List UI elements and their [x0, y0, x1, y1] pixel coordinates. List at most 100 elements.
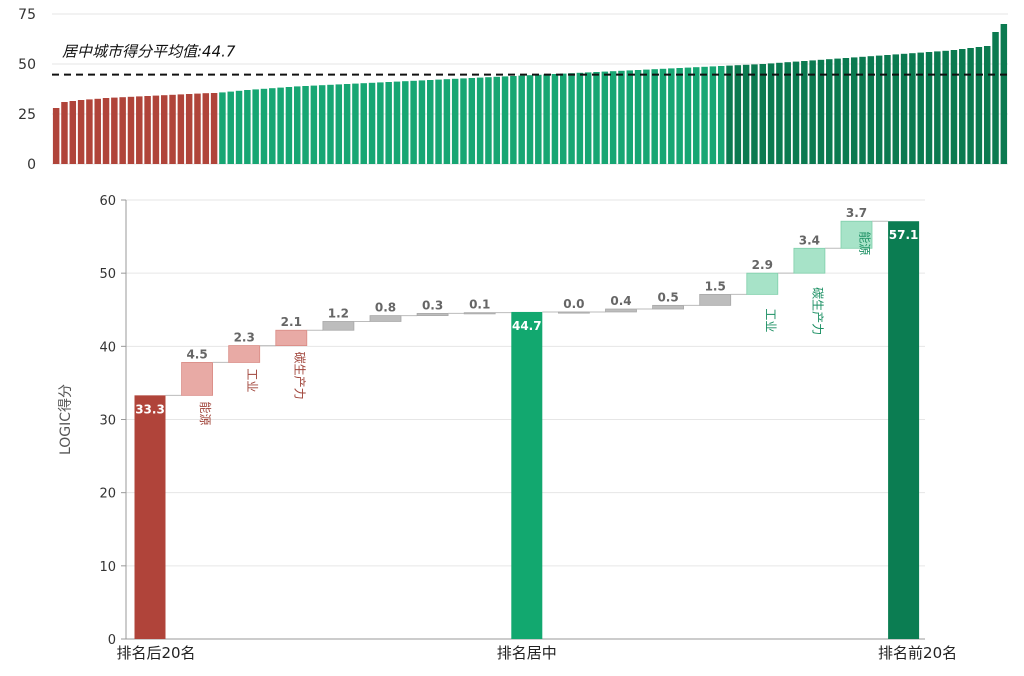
top-bar — [776, 62, 783, 164]
top-bar — [568, 73, 575, 164]
top-bar — [61, 102, 68, 164]
top-bar — [418, 80, 426, 164]
waterfall-step-bar — [228, 345, 261, 363]
top-bar — [734, 65, 742, 164]
top-bar — [767, 63, 775, 164]
top-bar — [368, 82, 376, 164]
waterfall-step-value-label: 4.5 — [186, 347, 207, 361]
top-bar — [127, 96, 135, 164]
sector-label: 工业 — [763, 308, 777, 332]
waterfall-y-axis-title: LOGIC得分 — [57, 384, 74, 455]
top-bar — [967, 48, 974, 164]
top-bar — [1000, 24, 1008, 164]
top-bar — [476, 77, 484, 164]
total-bar — [134, 395, 166, 639]
waterfall-y-tick-label: 60 — [99, 194, 116, 209]
top-y-tick-label: 0 — [27, 157, 36, 173]
top-bar — [310, 85, 318, 164]
top-bar — [925, 52, 933, 164]
top-bar — [510, 76, 517, 164]
sector-label: 能源 — [198, 401, 212, 425]
waterfall-step-value-label: 0.8 — [375, 301, 396, 315]
top-bar — [144, 96, 151, 164]
top-bar — [210, 93, 218, 164]
waterfall-step-bar — [652, 304, 684, 310]
top-bar — [293, 86, 301, 164]
top-distribution-chart: 0 25 50 75 居中城市得分平均值:44.7 — [18, 7, 1008, 173]
waterfall-step-bar — [746, 272, 779, 295]
top-bar — [784, 62, 791, 165]
waterfall-y-tick-label: 0 — [108, 633, 116, 648]
top-y-tick-label: 75 — [18, 7, 36, 23]
top-bar — [950, 50, 958, 164]
top-bar — [875, 55, 883, 164]
top-bar — [460, 78, 467, 164]
top-bar — [693, 67, 700, 164]
top-bar — [751, 64, 758, 164]
top-bar — [701, 66, 708, 164]
top-bar — [576, 72, 584, 164]
top-bar — [759, 64, 767, 164]
top-bar — [244, 90, 251, 164]
top-bar — [726, 65, 733, 164]
waterfall-step-value-label: 0.1 — [469, 298, 490, 312]
waterfall-step-value-label: 0.5 — [657, 290, 678, 304]
top-bar — [560, 73, 567, 164]
sector-label: 能源 — [858, 231, 872, 255]
top-bar — [676, 68, 683, 164]
sector-label: 碳生产力 — [810, 287, 824, 335]
top-bar — [826, 59, 833, 165]
top-bar — [202, 93, 210, 164]
waterfall-step-value-label: 1.5 — [705, 279, 726, 293]
waterfall-step-bar — [699, 293, 732, 306]
waterfall-step-value-label: 0.0 — [563, 297, 584, 311]
top-bar — [834, 58, 841, 164]
waterfall-step-bar — [840, 220, 873, 249]
top-bar — [302, 86, 309, 164]
top-bar — [959, 49, 966, 164]
top-bar — [194, 93, 201, 164]
top-bar — [443, 79, 451, 164]
top-bar — [152, 95, 160, 164]
top-bar — [94, 98, 101, 164]
top-bar — [260, 88, 268, 164]
top-bar — [393, 81, 401, 164]
top-bar — [659, 68, 667, 164]
top-bar — [709, 66, 717, 164]
top-y-tick-label: 25 — [18, 107, 36, 123]
top-bar — [792, 61, 800, 164]
top-bar — [543, 74, 550, 164]
waterfall-chart: 0 10 20 30 40 50 60 LOGIC得分 33.3 4.5 能源 2.3 工业 2.1 碳生产… — [57, 194, 957, 662]
top-bar — [643, 69, 650, 164]
top-bar — [618, 70, 625, 164]
top-bar — [451, 78, 459, 164]
top-bar — [717, 66, 725, 164]
top-bar — [360, 83, 367, 164]
top-bar — [668, 68, 675, 164]
top-bar — [917, 52, 924, 164]
top-bar — [318, 85, 326, 164]
waterfall-step-value-label: 1.2 — [328, 306, 349, 320]
top-bar — [327, 84, 334, 164]
sector-label: 工业 — [245, 368, 259, 392]
top-bar — [185, 94, 193, 164]
total-bar-value-label: 33.3 — [135, 402, 165, 416]
waterfall-y-tick-label: 30 — [99, 414, 116, 429]
top-bar — [601, 71, 609, 164]
total-bar-value-label: 57.1 — [889, 228, 919, 242]
top-bar — [850, 57, 858, 164]
top-bar — [119, 97, 126, 164]
top-bar — [410, 80, 417, 164]
top-bar — [535, 74, 542, 164]
waterfall-y-tick-label: 10 — [99, 560, 116, 575]
waterfall-step-bar — [322, 321, 355, 331]
top-bar — [427, 80, 434, 164]
top-bar — [992, 32, 999, 164]
top-bar — [169, 94, 176, 164]
top-bar — [684, 67, 692, 164]
top-bar — [285, 87, 293, 164]
top-bar — [801, 61, 808, 164]
top-bar — [584, 72, 592, 164]
top-bar — [485, 77, 492, 164]
top-bar — [526, 75, 534, 164]
